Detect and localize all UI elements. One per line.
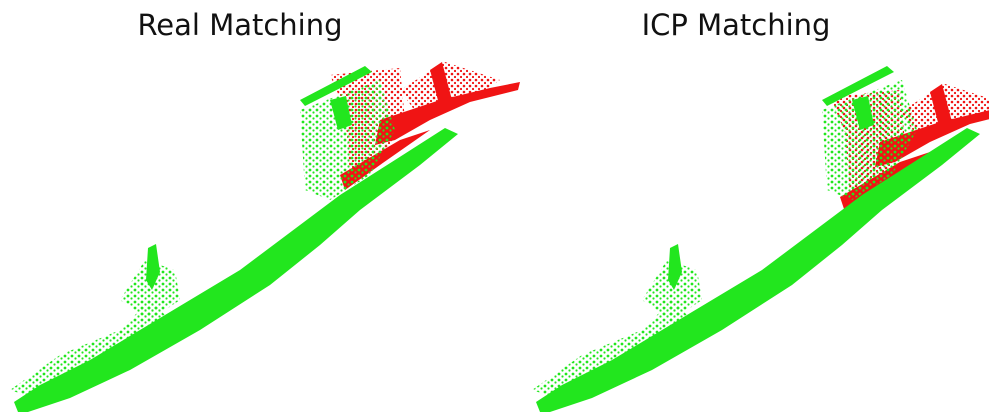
real-matching-cloud: [10, 62, 520, 412]
panel-title: ICP Matching: [536, 8, 936, 42]
source-cloud: [10, 66, 458, 412]
icp-matching-cloud: [532, 66, 989, 412]
source-cloud: [532, 66, 980, 412]
panel-title: Real Matching: [40, 8, 440, 42]
point-clouds: [0, 0, 989, 416]
figure: Real Matching ICP Matching: [0, 0, 989, 416]
